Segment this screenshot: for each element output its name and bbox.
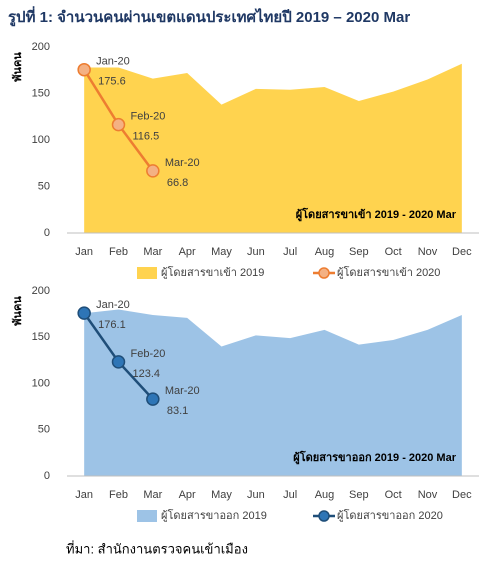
y-tick-label: 150: [32, 331, 50, 343]
legend-label: ผู้โดยสารขาออก 2019: [161, 508, 267, 522]
y-tick-label: 100: [32, 377, 50, 389]
marker: [77, 62, 91, 77]
legend-label: ผู้โดยสารขาออก 2020: [337, 508, 443, 522]
point-label: Mar-20: [165, 157, 200, 169]
x-tick-label: Aug: [315, 246, 335, 258]
marker: [77, 306, 91, 320]
x-tick-label: Mar: [143, 489, 162, 501]
y-tick-label: 50: [38, 424, 50, 436]
y-axis-label: พันคน: [11, 296, 24, 326]
y-tick-label: 200: [32, 285, 50, 297]
legend-label: ผู้โดยสารขาเข้า 2019: [161, 265, 264, 279]
x-tick-label: Sep: [349, 246, 369, 258]
y-tick-label: 50: [38, 180, 50, 192]
legend-marker: [318, 267, 330, 279]
marker: [111, 355, 126, 369]
point-label: Mar-20: [165, 385, 200, 397]
x-tick-label: Nov: [418, 246, 438, 258]
x-tick-label: Jun: [247, 489, 265, 501]
y-tick-label: 200: [32, 41, 50, 53]
y-tick-label: 0: [44, 470, 50, 482]
x-tick-label: Oct: [385, 246, 402, 258]
annotation: ผู้โดยสารขาออก 2019 - 2020 Mar: [293, 450, 456, 465]
legend-marker: [318, 510, 330, 522]
legend-swatch: [137, 510, 157, 522]
area: [84, 63, 462, 233]
x-tick-label: Feb: [109, 246, 128, 258]
value-label: 116.5: [133, 131, 160, 143]
source: ที่มา: สำนักงานตรวจคนเข้าเมือง: [66, 540, 248, 556]
x-tick-label: Oct: [385, 489, 402, 501]
x-tick-label: Apr: [179, 489, 196, 501]
point-label: Feb-20: [131, 111, 166, 123]
y-tick-label: 100: [32, 134, 50, 146]
x-tick-label: Jul: [283, 246, 297, 258]
point-label: Jan-20: [96, 299, 130, 311]
x-tick-label: May: [211, 246, 232, 258]
value-label: 176.1: [98, 319, 126, 331]
point-label: Feb-20: [131, 348, 166, 360]
annotation: ผู้โดยสารขาเข้า 2019 - 2020 Mar: [296, 207, 457, 222]
x-tick-label: Dec: [452, 246, 472, 258]
marker: [146, 392, 160, 406]
x-tick-label: Apr: [179, 246, 196, 258]
value-label: 175.6: [98, 76, 126, 88]
y-tick-label: 150: [32, 87, 50, 99]
x-tick-label: Jun: [247, 246, 265, 258]
x-tick-label: Jan: [75, 246, 93, 258]
x-tick-label: Mar: [143, 246, 162, 258]
x-tick-label: Feb: [109, 489, 128, 501]
legend-swatch: [137, 267, 157, 279]
x-tick-label: May: [211, 489, 232, 501]
marker: [111, 117, 126, 132]
x-tick-label: Jan: [75, 489, 93, 501]
x-tick-label: Dec: [452, 489, 472, 501]
value-label: 123.4: [133, 368, 161, 380]
x-tick-label: Aug: [315, 489, 335, 501]
x-tick-label: Jul: [283, 489, 297, 501]
y-tick-label: 0: [44, 227, 50, 239]
area: [84, 309, 462, 476]
page-title: รูปที่ 1: จำนวนคนผ่านเขตแดนประเทศไทยปี 2…: [8, 6, 410, 27]
point-label: Jan-20: [96, 56, 130, 68]
value-label: 66.8: [167, 177, 188, 189]
y-axis-label: พันคน: [11, 52, 24, 82]
x-tick-label: Sep: [349, 489, 369, 501]
x-tick-label: Nov: [418, 489, 438, 501]
legend-label: ผู้โดยสารขาเข้า 2020: [337, 265, 440, 279]
marker: [146, 164, 160, 178]
value-label: 83.1: [167, 405, 188, 417]
